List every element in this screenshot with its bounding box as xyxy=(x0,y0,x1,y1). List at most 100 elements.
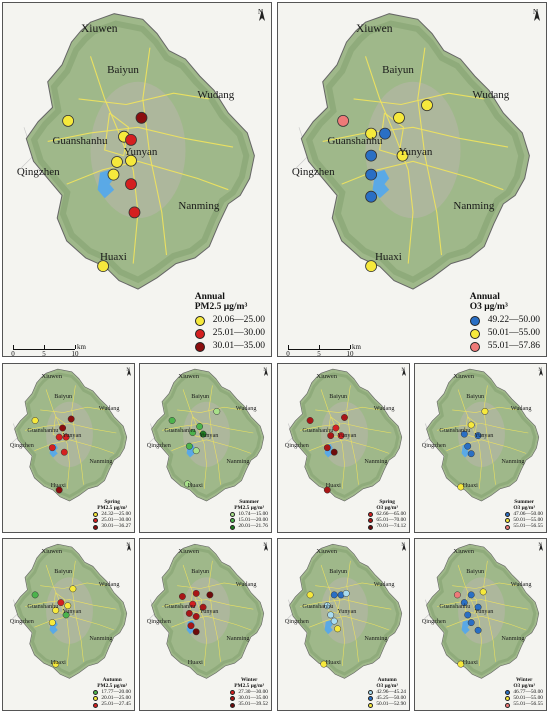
road-line xyxy=(52,592,66,614)
terrain-shading xyxy=(16,547,125,676)
monitoring-station-marker xyxy=(365,168,377,181)
scale-tick-label: 10 xyxy=(346,350,354,357)
monitoring-station-marker xyxy=(107,168,120,181)
monitoring-station-marker xyxy=(474,603,482,611)
north-letter: N xyxy=(401,543,405,548)
legend: Autumn O3 μg/m³ 42.96—45.24 45.25—50.00 50.0… xyxy=(368,677,406,708)
monitoring-station-marker xyxy=(199,430,207,438)
monitoring-station-marker xyxy=(55,433,63,441)
legend-range: 30.01—36.27 xyxy=(101,523,131,530)
monitoring-station-marker xyxy=(125,133,137,146)
monitoring-station-marker xyxy=(69,585,77,593)
monitoring-station-marker xyxy=(192,589,200,597)
road-line xyxy=(483,560,496,662)
map-panel-o3-summer: Xiuwen Baiyun Wudang Guanshanhu Yunyan Qingzh… xyxy=(414,363,547,533)
scale-tick-label: 5 xyxy=(317,350,321,357)
scale-unit: km xyxy=(352,343,361,351)
monitoring-station-marker xyxy=(306,591,314,599)
north-letter: N xyxy=(126,543,130,548)
place-label-qingzhen: Qingzhen xyxy=(146,617,171,625)
place-label-nanming: Nanming xyxy=(226,457,250,465)
place-label-baiyun: Baiyun xyxy=(191,392,210,400)
monitoring-station-marker xyxy=(199,603,207,611)
legend-swatch xyxy=(469,329,480,339)
terrain-shading xyxy=(291,547,400,676)
north-letter: N xyxy=(126,368,130,373)
monitoring-station-marker xyxy=(192,447,200,455)
monitoring-station-marker xyxy=(196,423,204,430)
road-line xyxy=(177,582,242,589)
monitoring-station-marker xyxy=(55,486,63,494)
place-label-wudang: Wudang xyxy=(98,580,120,588)
road-line xyxy=(417,47,443,256)
road-line xyxy=(346,385,359,485)
legend-swatch xyxy=(230,512,236,518)
road-line xyxy=(322,126,509,148)
legend-swatch xyxy=(505,512,511,518)
monitoring-station-marker xyxy=(323,486,331,494)
place-label-baiyun: Baiyun xyxy=(54,568,73,576)
monitoring-station-marker xyxy=(393,111,405,124)
legend: Summer O3 μg/m³ 47.06—50.00 50.01—55.00 55.0… xyxy=(505,499,543,530)
legend-pollutant-name: PM2.5 xyxy=(234,504,250,511)
map-svg xyxy=(285,368,403,502)
monitoring-station-marker xyxy=(379,127,391,140)
north-arrow-icon: N xyxy=(126,543,132,551)
map-svg xyxy=(422,543,540,679)
legend-swatch xyxy=(505,702,511,708)
place-label-huaxi: Huaxi xyxy=(50,659,66,667)
legend-range: 42.96—45.24 xyxy=(376,688,406,695)
scale-tick-label: 0 xyxy=(286,350,290,357)
legend-swatch xyxy=(368,512,374,518)
legend-swatch xyxy=(368,518,374,524)
legend-range: 55.01—56.55 xyxy=(513,523,543,530)
place-label-yunyan: Yunyan xyxy=(337,432,357,440)
place-label-qingzhen: Qingzhen xyxy=(284,617,309,625)
legend-swatch xyxy=(230,696,236,702)
legend-unit: μg/m³ xyxy=(113,682,128,689)
legend-swatch xyxy=(505,524,511,530)
legend-swatch xyxy=(368,690,374,696)
map-svg xyxy=(10,368,128,502)
north-arrow-icon: N xyxy=(533,9,540,21)
legend-swatch xyxy=(93,702,99,708)
place-label-yunyan: Yunyan xyxy=(199,608,219,616)
legend-pollutant: O3 μg/m³ xyxy=(368,505,406,512)
legend-swatch xyxy=(368,524,374,530)
place-label-qingzhen: Qingzhen xyxy=(16,166,60,178)
place-label-guanshanhu: Guanshanhu xyxy=(164,426,196,434)
road-line xyxy=(208,560,221,662)
legend-range: 20.06—25.00 xyxy=(212,315,265,326)
place-label-yunyan: Yunyan xyxy=(199,432,219,440)
map-svg xyxy=(293,13,530,290)
road-line xyxy=(320,564,345,667)
terrain-shading xyxy=(305,20,525,284)
place-label-baiyun: Baiyun xyxy=(466,392,485,400)
monitoring-station-marker xyxy=(125,178,137,191)
legend-pollutant-name: O3 xyxy=(513,682,521,689)
place-label-nanming: Nanming xyxy=(364,457,388,465)
road-line xyxy=(452,582,517,589)
legend-pollutant: PM2.5 μg/m³ xyxy=(195,302,265,313)
monitoring-station-marker xyxy=(474,432,482,440)
north-arrow-icon: N xyxy=(126,368,132,376)
legend-pollutant-name: PM2.5 xyxy=(97,504,113,511)
scale-tick-label: 0 xyxy=(11,350,15,357)
place-label-baiyun: Baiyun xyxy=(107,63,139,76)
scale-bar: 0 5 10 km xyxy=(286,343,361,356)
place-label-huaxi: Huaxi xyxy=(462,482,478,490)
north-arrow-shape xyxy=(127,543,132,551)
place-label-qingzhen: Qingzhen xyxy=(291,166,335,178)
legend-range: 20.01—21.76 xyxy=(238,523,268,530)
legend-unit: μg/m³ xyxy=(223,302,248,313)
road-line xyxy=(34,615,115,631)
map-svg xyxy=(422,368,540,502)
legend-swatch xyxy=(93,696,99,702)
reservoir-water xyxy=(324,620,333,635)
monitoring-station-marker xyxy=(453,591,461,599)
legend-row: 55.01—56.55 xyxy=(505,702,543,708)
legend-row: 65.01—70.00 xyxy=(368,517,406,524)
monitoring-station-marker xyxy=(185,609,193,617)
map-panel-pm25-autumn: Xiuwen Baiyun Wudang Guanshanhu Yunyan Qingzh… xyxy=(2,538,135,711)
legend-swatch xyxy=(505,690,511,696)
